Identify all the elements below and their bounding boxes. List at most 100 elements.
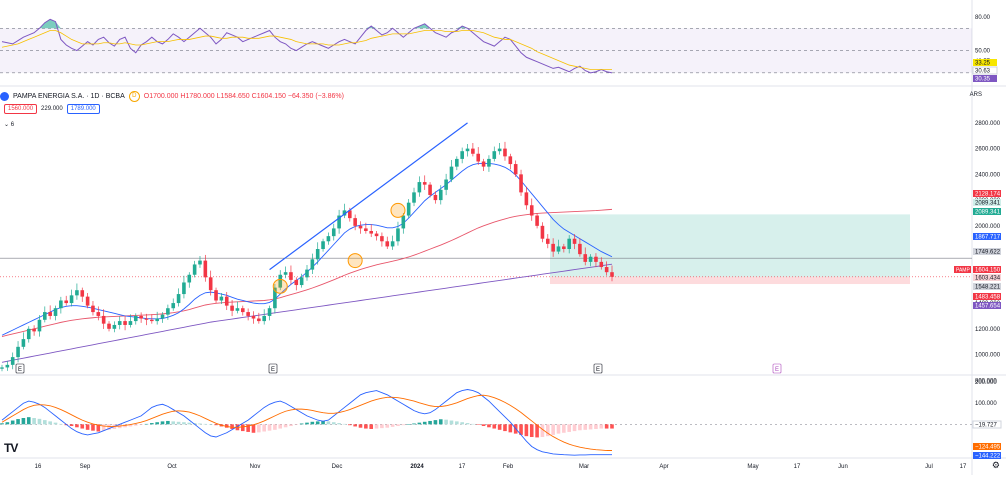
macd-histogram-bar <box>43 420 47 425</box>
candle-body <box>75 290 79 296</box>
macd-histogram-bar <box>364 424 368 429</box>
macd-histogram-bar <box>230 424 234 429</box>
macd-histogram-bar <box>101 424 106 431</box>
macd-histogram-bar <box>385 424 390 428</box>
symbol-logo-icon <box>0 91 9 101</box>
currency-label[interactable]: ARS <box>969 92 982 98</box>
bid-button[interactable]: 1560.000 <box>4 104 38 114</box>
gear-icon[interactable]: ⚙ <box>991 460 1000 470</box>
macd-tick-label: 100.000 <box>975 401 997 407</box>
macd-histogram-bar <box>529 424 534 437</box>
macd-histogram-bar <box>37 418 42 425</box>
price-tick-label: 1000.000 <box>975 353 1001 359</box>
candle-body <box>337 215 341 229</box>
earnings-marker-bg <box>772 363 782 374</box>
price-tick-label: 2800.000 <box>975 121 1001 127</box>
macd-histogram-bar <box>321 420 325 425</box>
candle-body <box>321 241 325 250</box>
price-label: 1604.150 <box>975 268 1001 274</box>
price-label: 1548.221 <box>975 285 1001 291</box>
macd-histogram-bar <box>278 424 283 429</box>
macd-line <box>1 389 612 456</box>
earnings-marker-bg <box>15 363 25 374</box>
macd-histogram-bar <box>396 424 400 427</box>
earnings-marker: E <box>271 367 275 373</box>
price-label: 1457.654 <box>975 304 1001 310</box>
candle-body <box>128 321 133 325</box>
candle-body <box>80 290 85 297</box>
candle-body <box>246 312 250 316</box>
macd-histogram-bar <box>262 424 266 432</box>
ohlc-close: C1604.150 <box>251 92 286 100</box>
macd-price-label: −144.222 <box>975 454 1001 460</box>
rsi-price-label-bg <box>972 66 998 75</box>
price-label: 2128.174 <box>975 192 1001 198</box>
candle-body <box>112 324 117 329</box>
rsi-price-label-bg <box>973 75 997 82</box>
candle-body <box>610 272 614 277</box>
macd-histogram-bar <box>294 424 299 425</box>
spread-value: 229.000 <box>41 106 63 112</box>
candle-body <box>48 312 52 316</box>
macd-histogram-bar <box>305 422 309 425</box>
macd-histogram-bar <box>390 424 395 427</box>
bid-ask-row: 1560.000 229.000 1789.000 <box>4 104 100 114</box>
candle-body <box>428 184 432 195</box>
macd-histogram-bar <box>358 424 363 428</box>
candle-body <box>69 295 74 304</box>
price-tick-label: 2400.000 <box>975 172 1001 178</box>
x-axis-label: May <box>747 464 758 470</box>
macd-histogram-bar <box>540 424 545 437</box>
macd-histogram-bar <box>326 421 331 425</box>
candle-body <box>492 151 497 159</box>
macd-histogram-bar <box>171 421 176 425</box>
candle-body <box>43 312 47 320</box>
candle-body <box>182 282 186 295</box>
candle-body <box>406 202 411 216</box>
macd-histogram-bar <box>208 424 213 425</box>
ask-button[interactable]: 1789.000 <box>66 104 100 114</box>
candle-body <box>305 269 309 278</box>
macd-histogram-bar <box>16 419 20 425</box>
macd-histogram-bar <box>96 424 101 432</box>
candle-body <box>556 246 561 252</box>
x-axis-label: Feb <box>503 464 514 470</box>
macd-histogram-bar <box>583 424 588 430</box>
candle-body <box>422 182 427 185</box>
candle-body <box>578 243 582 255</box>
candle-body <box>508 156 513 165</box>
symbol-header: PAMPA ENERGIA S.A. · 1D · BCBA D O1700.0… <box>0 88 344 104</box>
earnings-future-marker: E <box>775 367 779 373</box>
symbol-name[interactable]: PAMPA ENERGIA S.A. · 1D · BCBA <box>13 92 125 100</box>
macd-histogram-bar <box>503 424 507 432</box>
indicators-toggle[interactable]: ⌄ 6 <box>4 121 14 128</box>
ohlc-values: O1700.000 H1780.000 L1584.650 C1604.150 … <box>144 93 344 100</box>
candle-body <box>289 272 293 280</box>
macd-histogram-bar <box>10 420 15 425</box>
symbol-tag: PAMP <box>956 268 970 274</box>
macd-histogram-bar <box>551 424 555 435</box>
macd-histogram-bar <box>32 418 36 425</box>
ohlc-high: H1780.000 <box>180 92 215 100</box>
candle-body <box>524 192 529 206</box>
macd-histogram-bar <box>337 423 341 425</box>
target-zone <box>550 214 910 277</box>
macd-histogram-bar <box>588 424 593 430</box>
chevron-down-icon: ⌄ <box>4 122 10 128</box>
macd-histogram-bar <box>401 424 406 426</box>
macd-histogram-bar <box>519 424 523 435</box>
ma_purple-line <box>1 263 613 363</box>
macd-histogram-bar <box>59 423 63 425</box>
macd-histogram-bar <box>5 422 10 425</box>
candle-body <box>455 158 459 167</box>
x-axis-label: Dec <box>332 464 343 470</box>
candle-body <box>166 308 170 315</box>
rsi-tick-label: 80.00 <box>975 15 991 21</box>
price-label-bg <box>973 233 1001 240</box>
indicators-count: 6 <box>10 122 15 128</box>
macd-histogram-bar <box>310 421 315 425</box>
macd-histogram-bar <box>465 423 470 425</box>
candle-body <box>503 148 507 157</box>
price-label: 1867.717 <box>975 235 1001 241</box>
